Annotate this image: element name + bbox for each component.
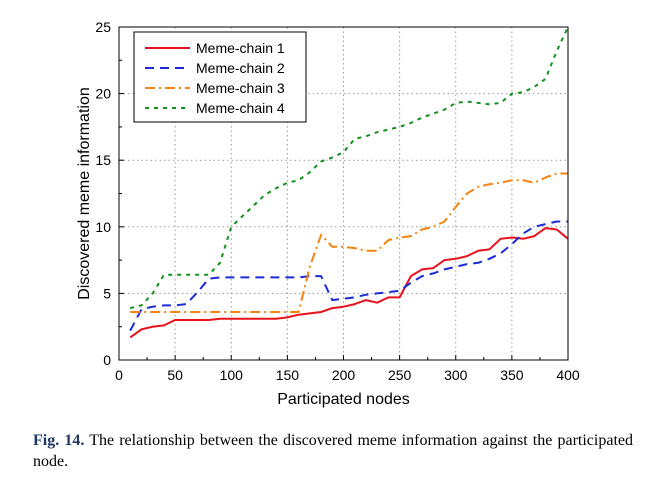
x-tick-label: 200: [332, 367, 356, 383]
y-tick-label: 5: [103, 285, 111, 301]
series-line-3: [130, 172, 568, 313]
legend: Meme-chain 1 Meme-chain 2 Meme-chain 3 Meme…: [133, 31, 307, 123]
legend-label-4: Meme-chain 4: [196, 100, 285, 116]
x-tick-label: 400: [556, 367, 580, 383]
series-line-2: [129, 220, 568, 332]
figure-caption: Fig. 14. The relationship between the di…: [33, 430, 633, 472]
x-tick-label: 250: [388, 367, 412, 383]
legend-label-3: Meme-chain 3: [196, 80, 285, 96]
axis-ticks: 0 50 100 150 200 250 300 350 400 0 5 10 15 20 25: [95, 19, 579, 383]
y-tick-label: 10: [95, 219, 111, 235]
series-line-1: [129, 227, 569, 339]
y-tick-label: 25: [95, 19, 111, 35]
legend-label-1: Meme-chain 1: [196, 40, 285, 56]
y-tick-label: 0: [103, 352, 111, 368]
x-tick-label: 350: [500, 367, 524, 383]
x-tick-label: 100: [220, 367, 244, 383]
y-tick-label: 15: [95, 152, 111, 168]
series-line-4: [129, 26, 569, 310]
y-tick-label: 20: [95, 86, 111, 102]
line-chart: 0 50 100 150 200 250 300 350 400 0 5 10 15 20 25 Parti…: [76, 19, 580, 408]
x-axis-label: Participated nodes: [277, 391, 410, 408]
y-axis-label: Discovered meme information: [76, 87, 93, 300]
legend-label-2: Meme-chain 2: [196, 60, 285, 76]
caption-text: The relationship between the discovered …: [33, 432, 634, 470]
series-layer: [129, 26, 569, 339]
caption-label: Fig. 14.: [33, 432, 85, 449]
grid-lines: [119, 27, 568, 360]
x-tick-label: 50: [167, 367, 183, 383]
x-tick-label: 150: [276, 367, 300, 383]
x-tick-label: 0: [115, 367, 123, 383]
x-tick-label: 300: [444, 367, 468, 383]
